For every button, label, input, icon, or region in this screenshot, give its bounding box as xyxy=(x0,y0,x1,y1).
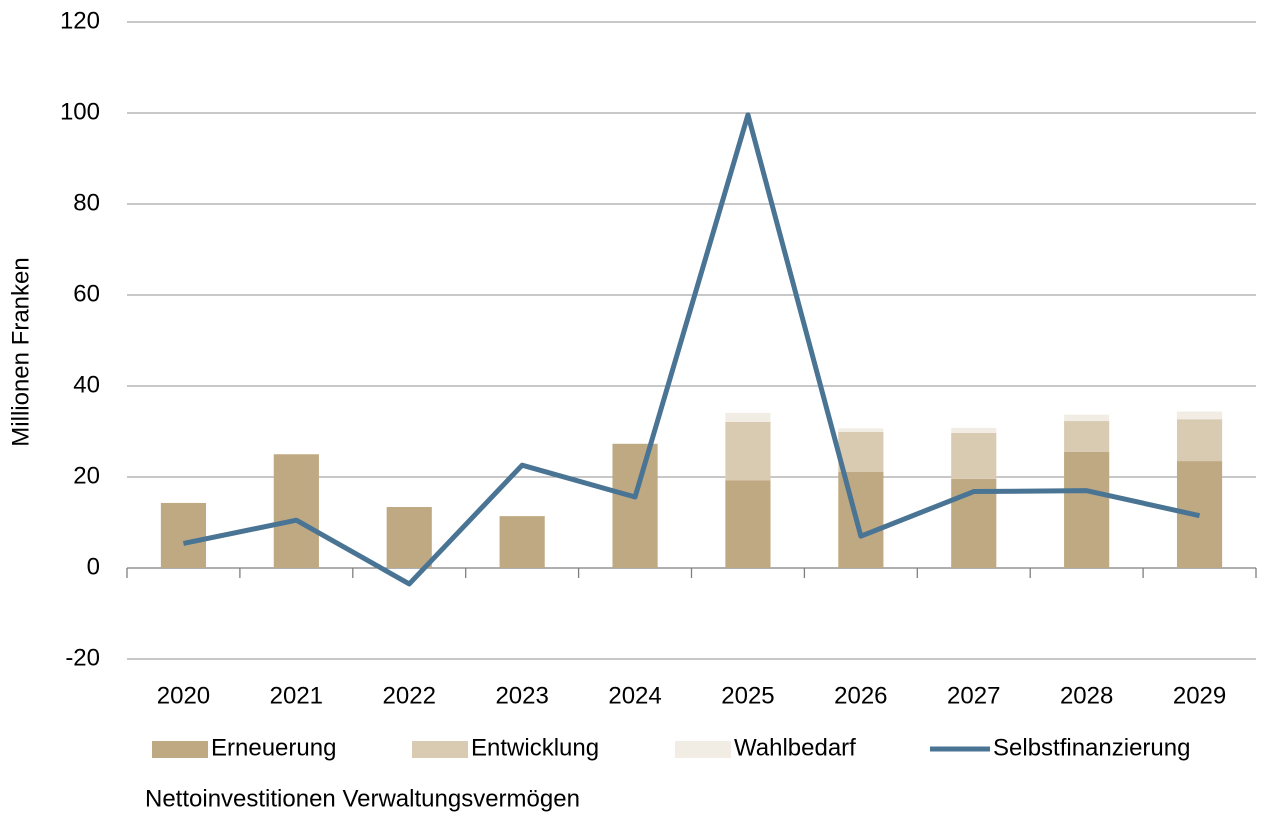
line xyxy=(182,112,1201,587)
legend-marker xyxy=(675,741,731,758)
bar xyxy=(1176,419,1223,462)
x-tick-label: 2023 xyxy=(495,682,548,709)
x-tick-label: 2026 xyxy=(834,682,887,709)
x-tick-label: 2020 xyxy=(157,682,210,709)
legend-note: Nettoinvestitionen Verwaltungsvermögen xyxy=(145,785,580,812)
legend-label: Erneuerung xyxy=(211,734,336,761)
bar xyxy=(499,516,545,568)
bar xyxy=(725,480,771,568)
bar xyxy=(725,412,771,422)
x-tick-label: 2027 xyxy=(947,682,1000,709)
x-tick-label: 2025 xyxy=(721,682,774,709)
bar xyxy=(838,428,884,432)
legend-label: Wahlbedarf xyxy=(734,734,856,761)
bar xyxy=(1064,451,1110,568)
bar xyxy=(951,427,997,433)
legend-label: Selbstfinanzierung xyxy=(993,734,1190,761)
x-tick-label: 2028 xyxy=(1060,682,1113,709)
legend-marker xyxy=(152,741,208,758)
y-tick-label: 0 xyxy=(87,553,100,580)
bar xyxy=(1064,421,1110,452)
y-tick-label: -20 xyxy=(65,644,100,671)
bar xyxy=(1064,414,1110,422)
bar xyxy=(951,432,997,479)
y-tick-label: 100 xyxy=(60,98,100,125)
y-tick-label: 120 xyxy=(60,7,100,34)
x-tick-label: 2029 xyxy=(1173,682,1226,709)
legend-label: Entwicklung xyxy=(471,734,599,761)
y-tick-label: 60 xyxy=(73,280,100,307)
legend-marker xyxy=(412,741,468,758)
bar xyxy=(838,431,884,472)
x-tick-label: 2022 xyxy=(383,682,436,709)
y-axis-label: Millionen Franken xyxy=(7,257,34,446)
bar xyxy=(1176,411,1223,420)
x-tick-label: 2021 xyxy=(270,682,323,709)
bar xyxy=(386,507,432,568)
y-tick-label: 20 xyxy=(73,462,100,489)
bar xyxy=(725,421,771,481)
x-tick-label: 2024 xyxy=(608,682,661,709)
bar xyxy=(612,443,658,568)
y-tick-label: 80 xyxy=(73,189,100,216)
bar xyxy=(273,454,319,568)
bar xyxy=(160,502,207,568)
y-tick-label: 40 xyxy=(73,371,100,398)
